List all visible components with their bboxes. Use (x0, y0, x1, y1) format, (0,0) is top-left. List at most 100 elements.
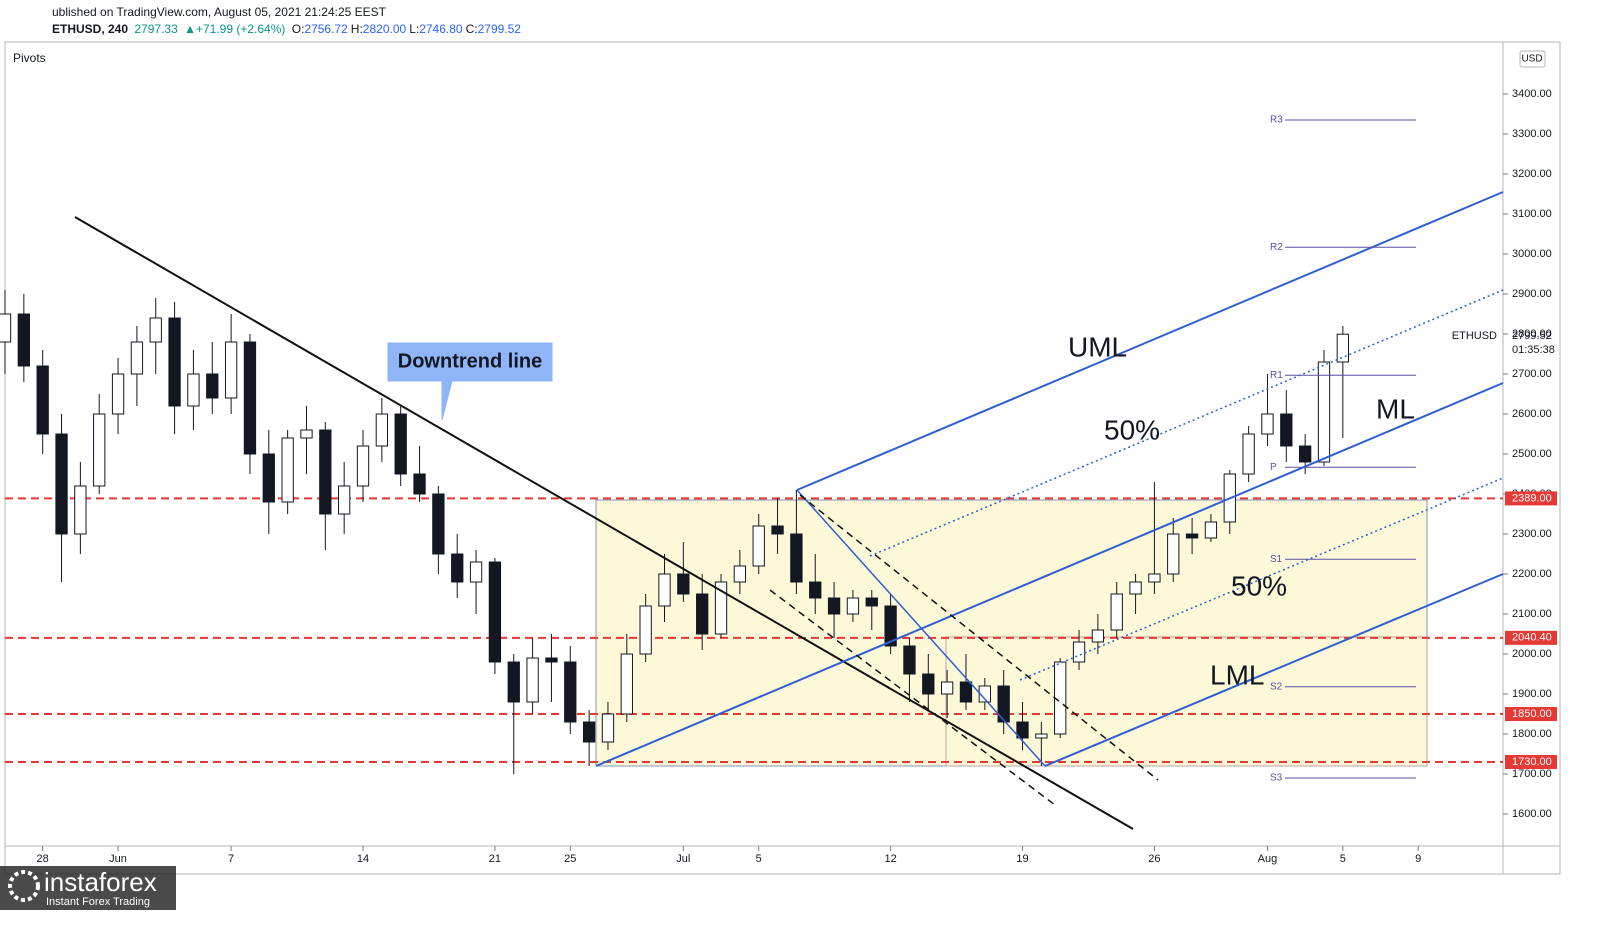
ohlc-key: H: (350, 22, 363, 36)
price-tag-symbol: ETHUSD (1452, 330, 1497, 342)
y-tick-label: 2700.00 (1512, 368, 1552, 380)
x-tick-label: 28 (37, 853, 49, 865)
candle-body (601, 713, 615, 743)
watermark-tagline: Instant Forex Trading (46, 896, 150, 908)
level-label: 2040.40 (1512, 632, 1552, 644)
y-tick-label: 3100.00 (1512, 208, 1552, 220)
half-label: 50% (1231, 570, 1287, 601)
y-tick-label: 2800.00 (1512, 328, 1552, 340)
lml-line (1044, 573, 1504, 767)
x-tick-label: 14 (357, 853, 369, 865)
x-tick-label: Jul (676, 853, 690, 865)
candle-body (432, 493, 445, 555)
candle-body (733, 565, 747, 583)
pivot-label: R2 (1270, 242, 1283, 253)
candle-body (1072, 641, 1086, 663)
published-line: ublished on TradingView.com, August 05, … (52, 5, 387, 19)
ohlc-key: O: (291, 22, 305, 36)
x-tick-label: 5 (756, 853, 762, 865)
x-tick-label: 26 (1148, 853, 1160, 865)
candle-body (1035, 733, 1048, 739)
pivot-label: P (1270, 462, 1277, 473)
candle-body (752, 525, 765, 567)
y-tick-label: 2100.00 (1512, 608, 1552, 620)
x-tick-label: Jun (109, 853, 127, 865)
candle-body (338, 485, 351, 515)
price-tag: 2799.52 (1512, 330, 1552, 342)
candle-body (884, 605, 897, 647)
half-label: 50% (1104, 414, 1160, 445)
level-label: 1850.00 (1512, 708, 1552, 720)
candle-body (771, 525, 784, 535)
y-tick-label: 3000.00 (1512, 248, 1552, 260)
x-tick-label: 7 (228, 853, 234, 865)
indicator-label: Pivots (13, 51, 46, 65)
candle-body (903, 645, 916, 675)
candle-body (582, 721, 596, 743)
ohlc-key: L: (409, 22, 420, 36)
candle-body (940, 681, 954, 695)
candle-body (262, 453, 275, 503)
x-tick-label: 21 (489, 853, 501, 865)
candle-body (17, 313, 30, 367)
level-label: 1730.00 (1512, 756, 1552, 768)
candle-body (451, 553, 464, 583)
candle-body (36, 365, 49, 435)
inner-box (945, 636, 1428, 767)
candle-body (469, 561, 483, 583)
y-tick-label: 1600.00 (1512, 808, 1552, 820)
y-tick-label: 3400.00 (1512, 88, 1552, 100)
candle-body (1054, 661, 1067, 735)
y-tick-label: 2600.00 (1512, 408, 1552, 420)
candle-body (997, 685, 1010, 723)
candle-body (564, 661, 577, 723)
candle-body (620, 653, 633, 715)
symbol: ETHUSD, 240 (52, 22, 129, 36)
x-tick-label: Aug (1258, 853, 1278, 865)
change: ▲+71.99 (+2.64%) (184, 22, 286, 36)
candle-body (1317, 361, 1331, 463)
candle-body (1280, 413, 1293, 447)
y-tick-label: 2900.00 (1512, 288, 1552, 300)
pivot-label: S2 (1270, 681, 1283, 692)
candle-body (93, 413, 106, 487)
watermark-logo (8, 870, 40, 902)
ml-label: ML (1376, 393, 1415, 424)
x-tick-label: 19 (1016, 853, 1028, 865)
y-tick-label: 1700.00 (1512, 768, 1552, 780)
y-tick-label: 2200.00 (1512, 568, 1552, 580)
candle-body (696, 593, 709, 635)
candle-body (809, 581, 822, 599)
level-tag (1505, 755, 1557, 769)
candle-body (243, 341, 257, 455)
level-tag (1505, 707, 1557, 721)
downtrend-line (74, 216, 1134, 830)
level-tag (1505, 491, 1557, 506)
candle-body (790, 533, 803, 583)
candle-body (168, 317, 181, 407)
candle-body (677, 573, 690, 595)
y-tick-label: 2300.00 (1512, 528, 1552, 540)
candle-body (827, 597, 841, 615)
candle-body (922, 673, 935, 695)
level-label: 2389.00 (1512, 492, 1552, 504)
candle-body (319, 429, 332, 515)
candle-body (55, 433, 68, 535)
candle-body (187, 373, 200, 407)
callout-box (387, 342, 553, 421)
candle-body (959, 681, 973, 703)
candle-body (1298, 445, 1312, 463)
candle-body (111, 373, 125, 415)
pivot-label: S3 (1270, 773, 1283, 784)
candle-body (846, 597, 860, 615)
y-tick-label: 1900.00 (1512, 688, 1552, 700)
ohlc-value: 2746.80 (419, 22, 463, 36)
candle-body (375, 413, 389, 447)
y-tick-label: 3200.00 (1512, 168, 1552, 180)
x-tick-label: 12 (884, 853, 896, 865)
x-tick-label: 9 (1415, 853, 1421, 865)
candle-body (413, 473, 426, 495)
candle-body (714, 581, 728, 635)
candle-body (488, 561, 502, 663)
